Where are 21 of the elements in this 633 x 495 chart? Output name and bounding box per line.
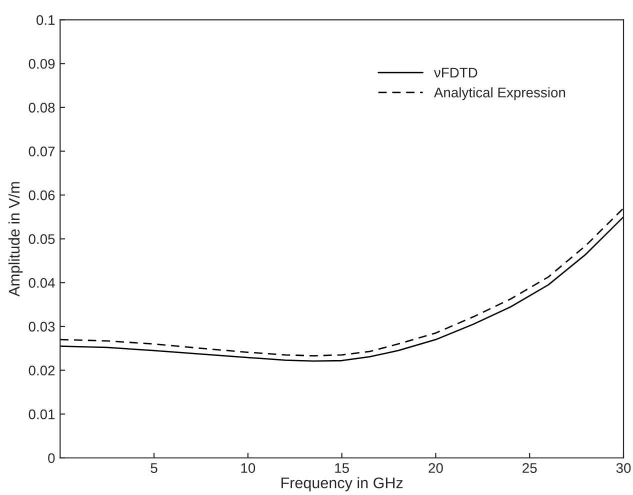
x-tick-label: 15 <box>335 463 349 473</box>
x-axis-title: Frequency in GHz <box>282 477 403 492</box>
y-tick-label: 0 <box>48 453 55 464</box>
y-tick-label: 0.08 <box>28 102 55 113</box>
y-tick-label: 0.03 <box>28 322 55 332</box>
legend-label: νFDTD <box>434 68 478 78</box>
y-tick-label: 0.07 <box>28 146 55 156</box>
y-tick-label: 0.1 <box>36 15 55 25</box>
y-tick-label: 0.09 <box>28 58 55 69</box>
legend-label: Analytical Expression <box>434 87 566 100</box>
x-tick-label: 30 <box>616 463 631 473</box>
y-tick-label: 0.01 <box>28 409 55 420</box>
y-tick-label: 0.02 <box>28 366 55 376</box>
y-tick-label: 0.05 <box>28 234 55 244</box>
y-tick-label: 0.04 <box>28 278 55 288</box>
x-tick-label: 25 <box>522 463 537 473</box>
x-tick-label: 20 <box>428 463 443 473</box>
x-tick-label: 5 <box>150 463 158 473</box>
x-tick-label: 10 <box>241 463 256 473</box>
y-tick-label: 0.06 <box>28 190 55 200</box>
y-axis-title: Amplitude in V/m <box>8 182 23 297</box>
